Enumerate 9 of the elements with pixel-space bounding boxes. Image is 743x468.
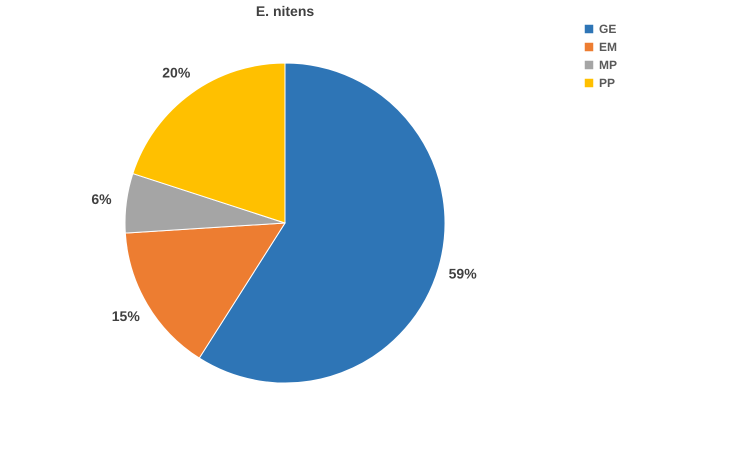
- legend-label: GE: [599, 22, 616, 36]
- chart-title: E. nitens: [256, 3, 314, 19]
- legend-label: MP: [599, 58, 617, 72]
- data-label: 59%: [448, 266, 478, 282]
- data-label: 20%: [162, 64, 191, 80]
- legend-label: PP: [599, 76, 616, 90]
- legend-label: EM: [599, 40, 618, 54]
- data-label: 15%: [112, 308, 140, 324]
- data-label: 6%: [91, 190, 112, 207]
